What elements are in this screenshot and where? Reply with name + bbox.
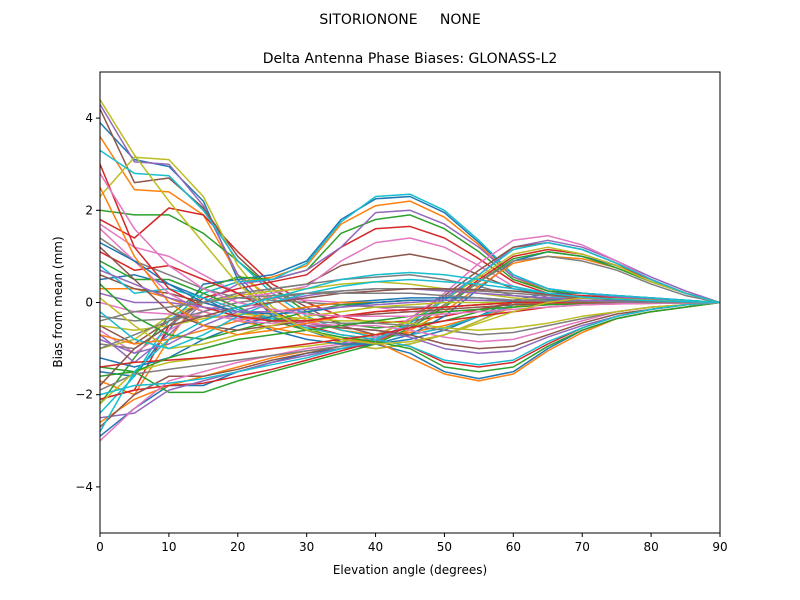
- chart-title: Delta Antenna Phase Biases: GLONASS-L2: [263, 51, 558, 67]
- y-tick-label: −2: [75, 388, 93, 402]
- y-tick-label: 0: [85, 296, 93, 310]
- y-axis: −4 −2 0 2 4: [75, 111, 100, 494]
- x-tick-label: 20: [230, 540, 245, 554]
- series-line-60: [100, 271, 720, 432]
- series-group: [100, 99, 720, 442]
- x-axis: 0 10 20 30 40 50 60 70 80 90: [96, 533, 728, 554]
- x-axis-label: Elevation angle (degrees): [333, 563, 487, 577]
- x-tick-label: 90: [712, 540, 727, 554]
- x-tick-label: 80: [643, 540, 658, 554]
- x-tick-label: 50: [437, 540, 452, 554]
- series-line-40: [100, 265, 720, 366]
- series-line-58: [100, 292, 720, 322]
- figure-suptitle: SITORIONONE NONE: [319, 12, 480, 28]
- series-line-39: [100, 301, 720, 331]
- x-tick-label: 0: [96, 540, 104, 554]
- y-tick-label: 4: [85, 111, 93, 125]
- y-tick-label: 2: [85, 203, 93, 217]
- series-line-33: [100, 260, 720, 373]
- x-tick-label: 10: [161, 540, 176, 554]
- x-tick-label: 30: [299, 540, 314, 554]
- y-tick-label: −4: [75, 480, 93, 494]
- series-line-57: [100, 173, 720, 318]
- y-axis-label: Bias from mean (mm): [51, 236, 65, 367]
- series-line-27: [100, 234, 720, 442]
- x-tick-label: 70: [575, 540, 590, 554]
- x-tick-label: 40: [368, 540, 383, 554]
- x-tick-label: 60: [506, 540, 521, 554]
